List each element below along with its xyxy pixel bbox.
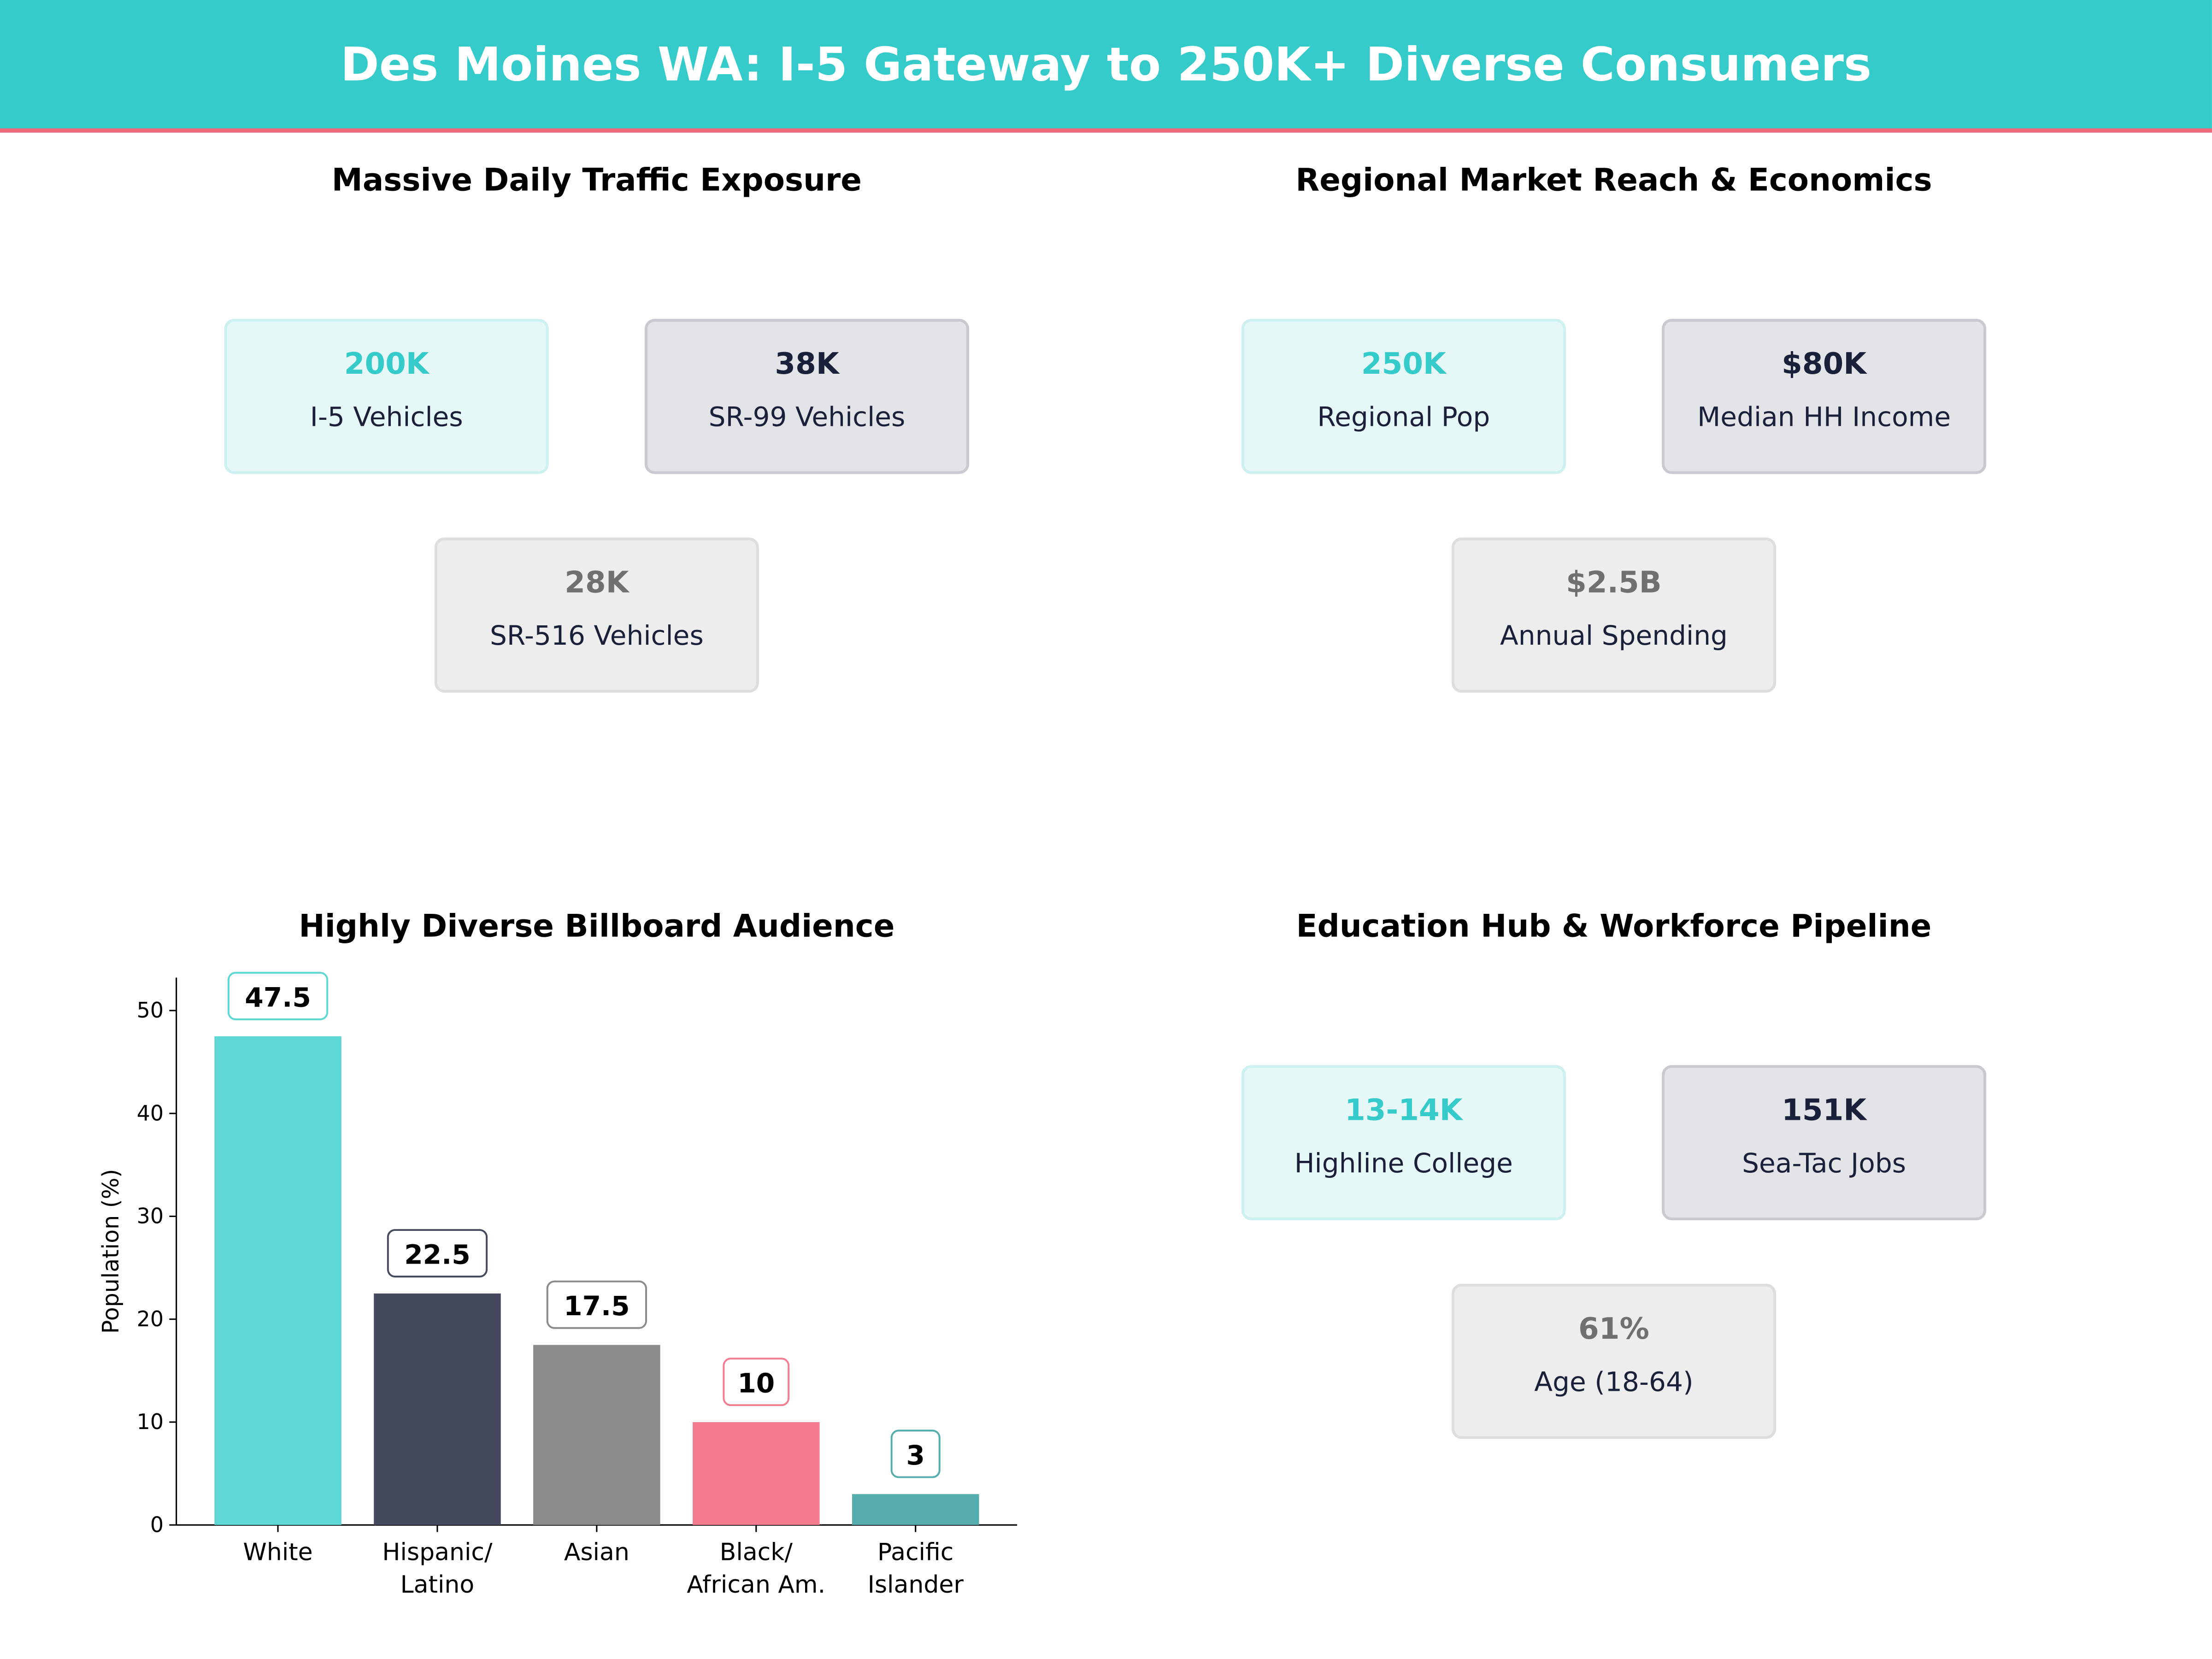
stat-label: I-5 Vehicles: [310, 402, 463, 433]
page-title: Des Moines WA: I-5 Gateway to 250K+ Dive…: [340, 36, 1872, 92]
stat-label: SR-516 Vehicles: [490, 620, 704, 652]
data-label-box: [723, 1358, 790, 1406]
stat-card-sr516: 28K SR-516 Vehicles: [434, 537, 759, 693]
data-label-box: [387, 1229, 488, 1278]
header-banner: Des Moines WA: I-5 Gateway to 250K+ Dive…: [0, 0, 2212, 133]
bar-1: [374, 1293, 501, 1525]
stat-label: SR-99 Vehicles: [708, 402, 906, 433]
data-label: 47.5: [245, 982, 311, 1013]
stat-value: 61%: [1578, 1312, 1649, 1346]
stat-card-highline: 13-14K Highline College: [1241, 1065, 1566, 1220]
stat-value: 151K: [1782, 1093, 1867, 1127]
bar-2: [533, 1345, 660, 1525]
data-label: 10: [737, 1368, 775, 1399]
stat-label: Age (18-64): [1534, 1367, 1694, 1398]
stat-value: 38K: [775, 347, 839, 381]
stat-card-i5: 200K I-5 Vehicles: [224, 318, 549, 474]
data-label-box: [890, 1430, 941, 1478]
panel-title-market: Regional Market Reach & Economics: [1295, 164, 1932, 199]
bar-3: [693, 1422, 820, 1525]
x-tick-label: Hispanic/Latino: [382, 1539, 493, 1599]
stat-label: Annual Spending: [1500, 620, 1728, 652]
x-tick-label: White: [243, 1539, 312, 1566]
bar-4: [852, 1494, 979, 1525]
stat-label: Sea-Tac Jobs: [1742, 1148, 1906, 1180]
x-tick-label: Black/African Am.: [687, 1539, 825, 1599]
data-label: 22.5: [404, 1239, 471, 1271]
x-tick-label: Asian: [564, 1539, 629, 1566]
data-label-box: [227, 971, 329, 1020]
panel-title-audience: Highly Diverse Billboard Audience: [299, 910, 895, 946]
y-tick-label: 50: [137, 998, 164, 1023]
data-label-box: [546, 1280, 647, 1329]
stat-label: Regional Pop: [1317, 402, 1490, 433]
stat-value: 28K: [565, 565, 629, 600]
stat-value: 13-14K: [1345, 1093, 1463, 1127]
y-tick-label: 0: [150, 1512, 164, 1537]
y-tick-label: 40: [137, 1100, 164, 1125]
panel-title-traffic: Massive Daily Traffic Exposure: [331, 164, 862, 199]
stat-value: 250K: [1361, 347, 1446, 381]
stat-card-sr99: 38K SR-99 Vehicles: [644, 318, 970, 474]
stat-card-seatac-jobs: 151K Sea-Tac Jobs: [1662, 1065, 1987, 1220]
y-tick-label: 20: [137, 1306, 164, 1331]
stat-label: Highline College: [1294, 1148, 1513, 1180]
stat-card-annual-spending: $2.5B Annual Spending: [1451, 537, 1777, 693]
stat-value: $2.5B: [1566, 565, 1662, 600]
stat-card-median-income: $80K Median HH Income: [1662, 318, 1987, 474]
x-tick-label: Pacific Islander: [868, 1539, 964, 1599]
y-axis-label: Population (%): [98, 1169, 124, 1334]
data-label: 3: [906, 1440, 924, 1471]
y-tick-label: 10: [137, 1409, 164, 1434]
data-label: 17.5: [564, 1290, 630, 1322]
stat-label: Median HH Income: [1697, 402, 1951, 433]
stat-card-regional-pop: 250K Regional Pop: [1241, 318, 1566, 474]
panel-title-education: Education Hub & Workforce Pipeline: [1296, 910, 1932, 946]
stat-value: $80K: [1782, 347, 1867, 381]
y-tick-label: 30: [137, 1204, 164, 1229]
stat-card-age: 61% Age (18-64): [1451, 1283, 1777, 1439]
stat-value: 200K: [344, 347, 429, 381]
bar-0: [214, 1036, 341, 1525]
